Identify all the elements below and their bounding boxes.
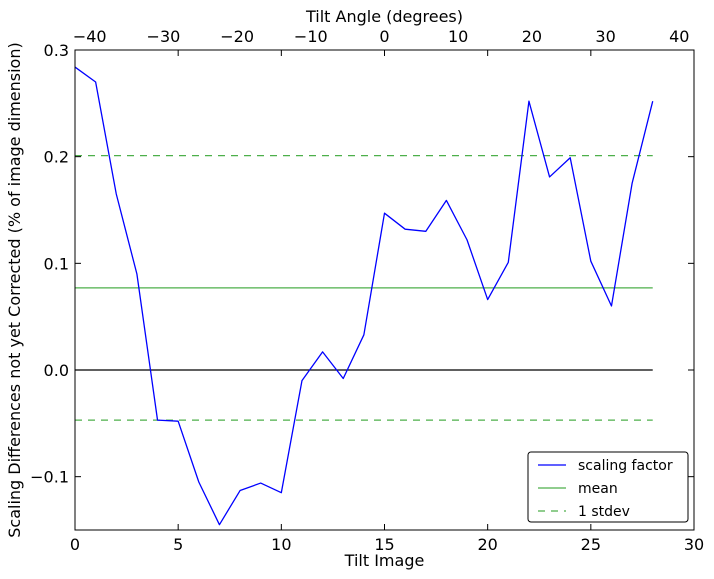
ticks-layer: 0 5 10 15 20 25 30 −0.1 0.0 0.1 0.2 0.3−40 −30 −20 −10… [30, 27, 704, 554]
legend-items: scaling factor mean 1 stdev [538, 458, 673, 520]
legend-box [527, 451, 689, 523]
x-tick-label: 25 [581, 535, 601, 554]
x-tick-label: 15 [374, 535, 394, 554]
x-tick-label: 30 [684, 535, 704, 554]
x-tick-label: 20 [477, 535, 497, 554]
y-axis-label: Scaling Differences not yet Corrected (%… [5, 42, 24, 537]
x-tick-label: 10 [271, 535, 291, 554]
y-tick-label: 0.0 [44, 361, 69, 380]
legend-label: scaling factor [578, 458, 673, 474]
series-layer [74, 66, 654, 526]
x-tick-label: 5 [173, 535, 183, 554]
y-tick-label: 0.3 [44, 41, 69, 60]
x2-tick-label: 30 [595, 27, 615, 46]
y-tick-label: 0.2 [44, 148, 69, 167]
x-axis-label: Tilt Image [344, 551, 425, 570]
x2-axis-label: Tilt Angle (degrees) [305, 7, 463, 26]
x2-tick-label: 40 [669, 27, 689, 46]
legend-label: mean [578, 481, 618, 497]
y-tick-label: 0.1 [44, 254, 69, 273]
x2-tick-label: 20 [522, 27, 542, 46]
x2-tick-label: −20 [220, 27, 254, 46]
x2-tick-label: 10 [448, 27, 468, 46]
x2-tick-label: 0 [379, 27, 389, 46]
x-tick-label: 0 [70, 535, 80, 554]
legend: scaling factor mean 1 stdev [527, 451, 689, 523]
x2-tick-label: −40 [73, 27, 107, 46]
x2-tick-label: −10 [294, 27, 328, 46]
x2-tick-label: −30 [147, 27, 181, 46]
legend-label: 1 stdev [578, 504, 630, 520]
series-line-0 [74, 66, 654, 526]
y-tick-label: −0.1 [30, 468, 69, 487]
